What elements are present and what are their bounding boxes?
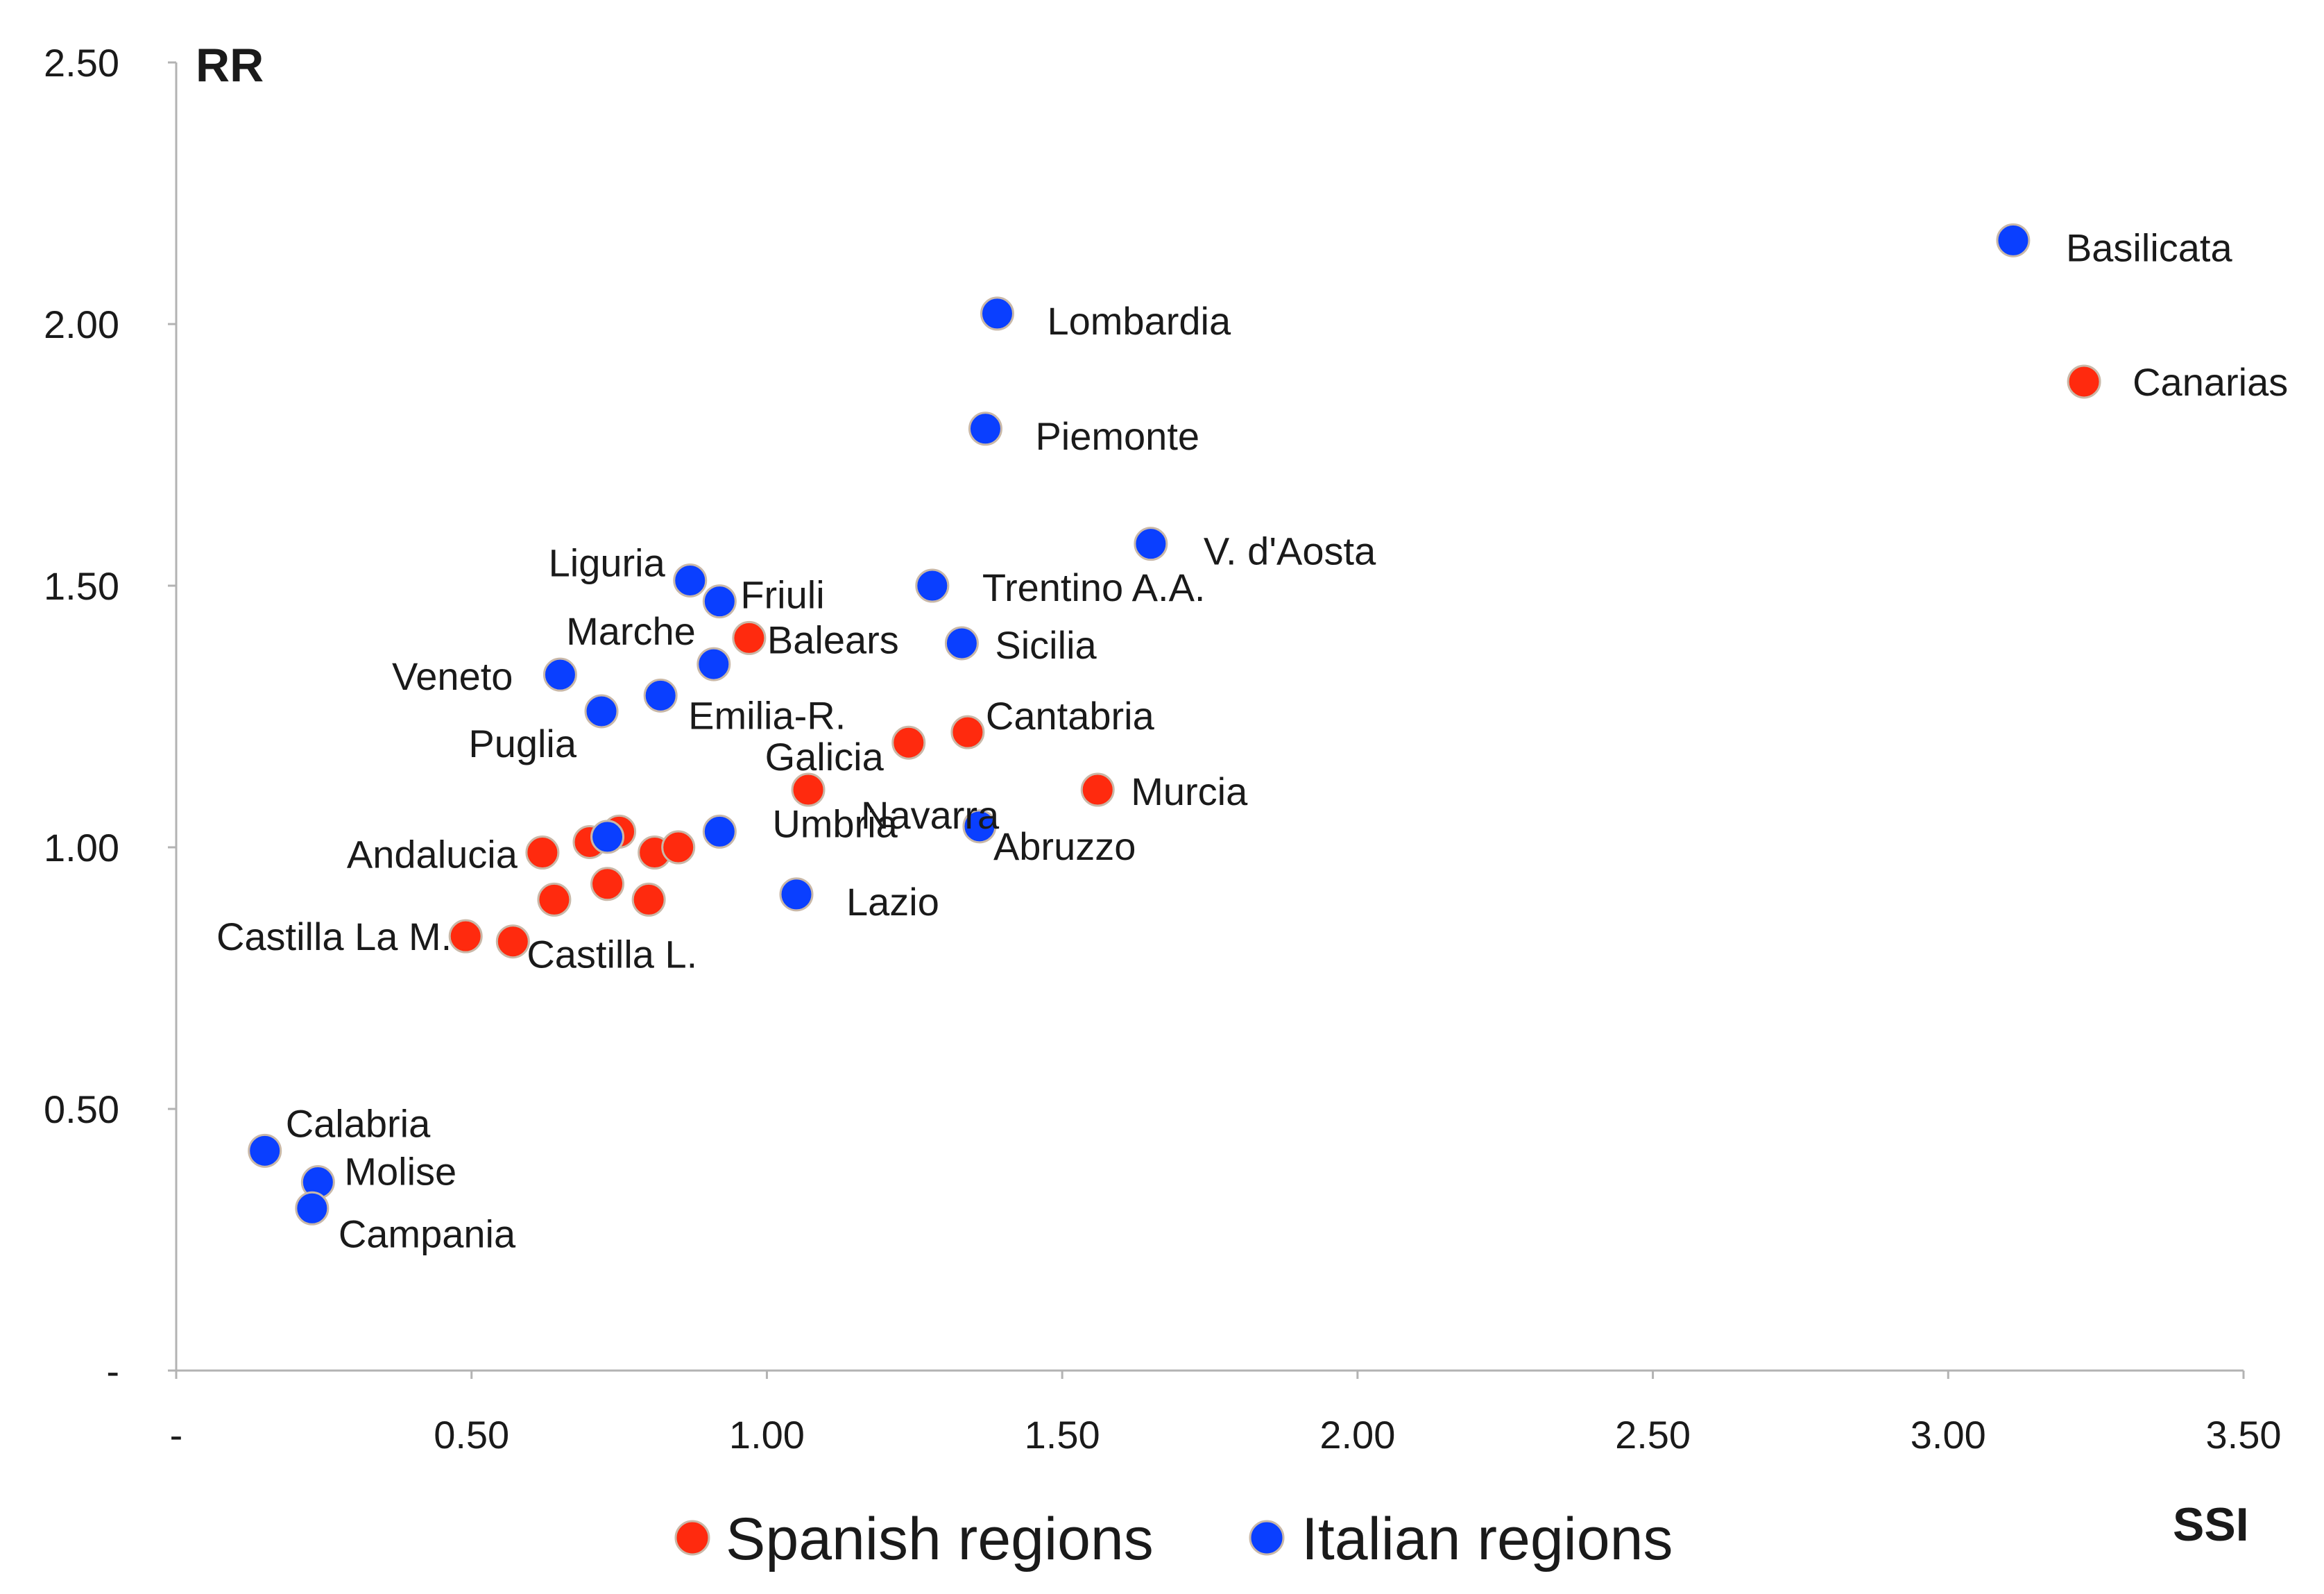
x-tick-label: - [170,1413,183,1457]
italian-region-point [968,412,1002,446]
y-axis-title: RR [196,39,264,92]
spanish-region-point [537,882,572,917]
point-label: Campania [339,1212,516,1255]
x-tick-label: 2.50 [1615,1413,1691,1457]
point-label: Liguria [549,541,666,584]
italian-region-point [590,820,625,854]
spanish-region-point [661,830,696,865]
point-label: Calabria [286,1101,431,1145]
italian-region-point [295,1191,330,1226]
italian-region-point [944,626,979,661]
italian-region-point [980,296,1014,331]
x-tick-label: 0.50 [434,1413,509,1457]
italian-region-point [915,568,950,603]
point-label: Sicilia [995,623,1097,667]
point-label: Friuli [740,573,824,617]
y-tick-label: - [106,1349,119,1393]
legend: Spanish regions Italian regions [674,1506,1673,1572]
italian-region-point [643,678,678,713]
x-tick-label: 1.50 [1025,1413,1100,1457]
point-label: Umbria [772,802,898,845]
point-label: V. d'Aosta [1204,529,1376,573]
spanish-region-point [525,836,560,870]
legend-marker-spanish [674,1520,710,1556]
data-points [248,223,2101,1226]
italian-region-point [702,814,737,849]
point-label: Canarias [2133,360,2288,404]
point-label: Abruzzo [993,824,1136,868]
italian-region-point [584,694,619,729]
point-label: Murcia [1131,770,1248,813]
spanish-region-point [448,919,483,953]
legend-label-spanish: Spanish regions [726,1506,1154,1572]
point-label: Lazio [846,880,939,924]
spanish-region-point [791,772,826,807]
point-label: Emilia-R. [688,693,846,737]
italian-region-point [962,809,997,844]
point-label: Galicia [765,735,885,779]
spanish-region-point [2067,364,2101,399]
point-label: Piemonte [1035,414,1199,458]
spanish-region-point [631,882,666,917]
point-label: Balears [767,618,899,661]
y-tick-label: 2.00 [44,303,119,346]
point-label: Trentino A.A. [982,566,1206,609]
y-tick-label: 1.00 [44,826,119,870]
point-labels: Canarias Balears Cantabria Galicia Navarra Mu… [216,226,2288,1255]
point-label: Castilla L. [527,933,697,976]
y-tick-label: 0.50 [44,1087,119,1131]
point-label: Cantabria [986,694,1155,738]
italian-region-point [673,563,708,597]
spanish-region-point [590,867,625,901]
x-tick-label: 2.00 [1319,1413,1395,1457]
point-label: Molise [344,1150,456,1194]
italian-region-point [1996,223,2031,257]
point-label: Castilla La M. [216,915,452,958]
italian-region-point [1134,527,1168,561]
point-label: Veneto [392,654,513,698]
spanish-region-point [891,725,926,760]
point-label: Puglia [468,722,577,765]
spanish-region-point [495,924,530,959]
point-label: Basilicata [2066,226,2233,269]
point-label: Lombardia [1047,299,1231,343]
legend-label-italian: Italian regions [1301,1506,1673,1572]
x-axis-ticks: - 0.50 1.00 1.50 2.00 2.50 3.00 3.50 [170,1371,2282,1457]
x-tick-label: 3.00 [1911,1413,1986,1457]
spanish-region-point [732,620,767,655]
point-label: Andalucia [347,833,518,876]
y-axis-ticks: - 0.50 1.00 1.50 2.00 2.50 [44,41,176,1393]
italian-region-point [779,877,814,912]
italian-region-point [248,1133,282,1168]
x-tick-label: 3.50 [2206,1413,2282,1457]
italian-region-point [697,647,731,681]
x-axis-title: SSI [2173,1498,2249,1551]
y-tick-label: 2.50 [44,41,119,85]
spanish-region-point [950,715,985,749]
x-tick-label: 1.00 [729,1413,805,1457]
spanish-region-point [1080,772,1115,807]
point-label: Marche [566,609,696,653]
italian-region-point [542,657,577,692]
axes [175,62,2244,1372]
y-tick-label: 1.50 [44,564,119,608]
legend-marker-italian [1249,1520,1285,1556]
point-label: Navarra [861,793,1000,837]
italian-region-point [702,584,737,619]
